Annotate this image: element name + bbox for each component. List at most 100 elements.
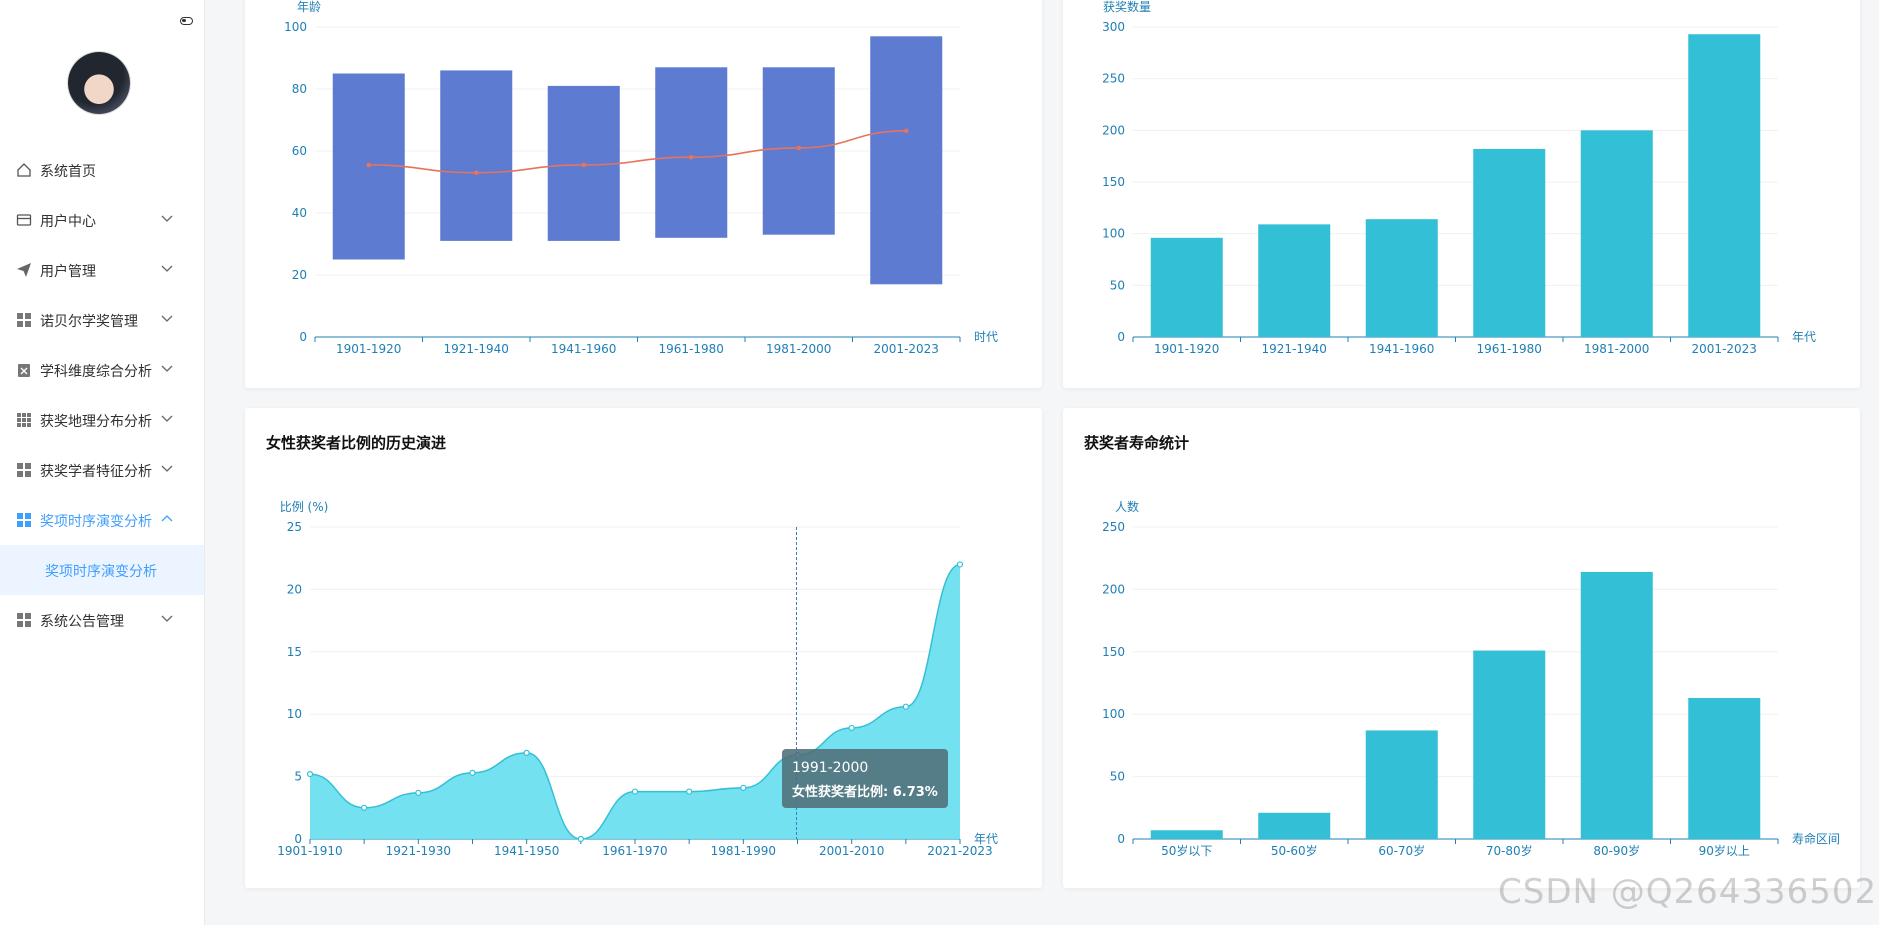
collapse-toggle-icon[interactable] bbox=[180, 17, 193, 25]
ratio-point bbox=[956, 561, 964, 568]
bar bbox=[1688, 34, 1761, 337]
age-range-bar bbox=[762, 67, 835, 235]
y-tick-label: 40 bbox=[292, 206, 307, 220]
sidebar-item-label: 用户管理 bbox=[40, 264, 96, 280]
sidebar-item-3[interactable]: 诺贝尔学奖管理 bbox=[0, 295, 204, 345]
clipboard-icon bbox=[18, 364, 30, 377]
bar bbox=[1150, 830, 1223, 839]
x-tick-label: 1941-1960 bbox=[551, 342, 616, 356]
age-range-bar bbox=[440, 70, 513, 241]
x-axis-label: 年代 bbox=[1792, 330, 1816, 344]
home-icon bbox=[17, 163, 31, 177]
ratio-point bbox=[902, 703, 909, 710]
avatar[interactable] bbox=[68, 52, 130, 114]
chart-female-ratio[interactable]: 0 5 10 15 20 25 比例 (%) 年代 1901-1910 1921-1930 1941… bbox=[245, 408, 1042, 888]
chevron-down-icon bbox=[161, 465, 173, 472]
sidebar-item-label: 获奖学者特征分析 bbox=[40, 464, 152, 480]
y-tick-label: 15 bbox=[287, 645, 302, 659]
tooltip-text: 女性获奖者比例: 6.73% bbox=[792, 784, 938, 800]
x-tick-label: 1921-1940 bbox=[444, 342, 509, 356]
ratio-point bbox=[686, 788, 693, 795]
bar bbox=[1258, 812, 1331, 839]
x-tick-label: 1961-1980 bbox=[659, 342, 724, 356]
y-tick-label: 200 bbox=[1102, 123, 1125, 137]
average-age-point bbox=[473, 170, 479, 175]
y-tick-label: 150 bbox=[1102, 175, 1125, 189]
chart-title: 获奖者寿命统计 bbox=[1084, 434, 1190, 452]
sidebar-item-label: 用户中心 bbox=[40, 214, 96, 230]
grid-icon bbox=[17, 513, 31, 527]
sidebar-subitem-timeline-analysis[interactable]: 奖项时序演变分析 bbox=[0, 545, 204, 595]
bar bbox=[1688, 697, 1761, 839]
bar bbox=[1473, 148, 1546, 337]
y-tick-label: 100 bbox=[1102, 227, 1125, 241]
card-age-by-era: 0 20 40 60 80 100 年龄 时代 1901-1920 1921-1940 1941-1… bbox=[245, 0, 1042, 388]
x-tick-label: 2001-2023 bbox=[874, 342, 939, 356]
x-tick-label: 90岁以上 bbox=[1699, 843, 1750, 858]
y-axis-label: 人数 bbox=[1115, 499, 1139, 514]
x-axis-label: 时代 bbox=[974, 330, 998, 344]
y-tick-label: 20 bbox=[287, 582, 302, 596]
age-range-bar bbox=[655, 67, 728, 238]
y-tick-label: 5 bbox=[294, 770, 302, 784]
ratio-point bbox=[361, 804, 368, 811]
y-tick-label: 0 bbox=[294, 832, 302, 846]
age-range-bar bbox=[870, 36, 943, 285]
sidebar-item-2[interactable]: 用户管理 bbox=[0, 245, 204, 295]
ratio-point bbox=[306, 771, 314, 778]
y-tick-label: 20 bbox=[292, 268, 307, 282]
sidebar-item-4[interactable]: 学科维度综合分析 bbox=[0, 345, 204, 395]
x-tick-label: 1981-1990 bbox=[711, 844, 776, 858]
average-age-point bbox=[796, 145, 802, 151]
x-tick-label: 70-80岁 bbox=[1486, 843, 1533, 858]
bar bbox=[1473, 650, 1546, 839]
sidebar-item-0[interactable]: 系统首页 bbox=[0, 145, 204, 195]
y-tick-label: 80 bbox=[292, 82, 307, 96]
y-tick-label: 0 bbox=[299, 330, 307, 344]
bar bbox=[1365, 730, 1438, 839]
sidebar-item-5[interactable]: 获奖地理分布分析 bbox=[0, 395, 204, 445]
sidebar-item-8[interactable]: 系统公告管理 bbox=[0, 595, 204, 645]
y-axis-label: 获奖数量 bbox=[1103, 0, 1151, 14]
sidebar-item-label: 获奖地理分布分析 bbox=[40, 414, 152, 430]
y-tick-label: 0 bbox=[1117, 330, 1125, 344]
chevron-down-icon bbox=[161, 365, 173, 372]
x-axis-label: 寿命区间 bbox=[1792, 831, 1840, 846]
bar bbox=[1365, 219, 1438, 337]
card-lifespan: 获奖者寿命统计 0 50 100 150 200 250 人数 寿命区间 50岁以下 50-60岁… bbox=[1063, 408, 1860, 888]
sidebar-item-label: 诺贝尔学奖管理 bbox=[40, 314, 138, 330]
watermark: CSDN @Q2643365023 bbox=[1498, 872, 1879, 912]
send-icon bbox=[17, 263, 31, 277]
average-age-line bbox=[368, 130, 907, 174]
x-axis-label: 年代 bbox=[974, 832, 998, 846]
x-tick-label: 2001-2010 bbox=[819, 844, 884, 858]
chevron-down-icon bbox=[161, 215, 173, 222]
bar bbox=[1580, 571, 1653, 839]
y-tick-label: 150 bbox=[1102, 645, 1125, 659]
average-age-point bbox=[581, 162, 587, 168]
ratio-point bbox=[631, 788, 639, 795]
x-tick-label: 2021-2023 bbox=[927, 844, 992, 858]
ratio-point bbox=[577, 835, 584, 843]
sidebar-item-6[interactable]: 获奖学者特征分析 bbox=[0, 445, 204, 495]
ratio-point bbox=[848, 724, 855, 732]
sidebar-item-label: 系统公告管理 bbox=[40, 614, 124, 630]
x-tick-label: 1901-1910 bbox=[277, 844, 342, 858]
y-tick-label: 100 bbox=[1102, 707, 1125, 721]
x-tick-label: 1901-1920 bbox=[1154, 342, 1219, 356]
sidebar-item-label: 系统首页 bbox=[40, 164, 96, 180]
x-tick-label: 1961-1980 bbox=[1477, 342, 1542, 356]
sidebar-item-7[interactable]: 奖项时序演变分析 bbox=[0, 495, 204, 545]
y-tick-label: 250 bbox=[1102, 72, 1125, 86]
chevron-down-icon bbox=[161, 315, 173, 322]
sidebar: 系统首页用户中心用户管理诺贝尔学奖管理学科维度综合分析获奖地理分布分析 获奖学者特… bbox=[0, 0, 205, 925]
average-age-point bbox=[688, 154, 694, 160]
x-tick-label: 1921-1940 bbox=[1262, 342, 1327, 356]
bar bbox=[1150, 237, 1223, 337]
average-age-point bbox=[366, 162, 372, 168]
grid-icon bbox=[17, 463, 31, 477]
sidebar-item-1[interactable]: 用户中心 bbox=[0, 195, 204, 245]
